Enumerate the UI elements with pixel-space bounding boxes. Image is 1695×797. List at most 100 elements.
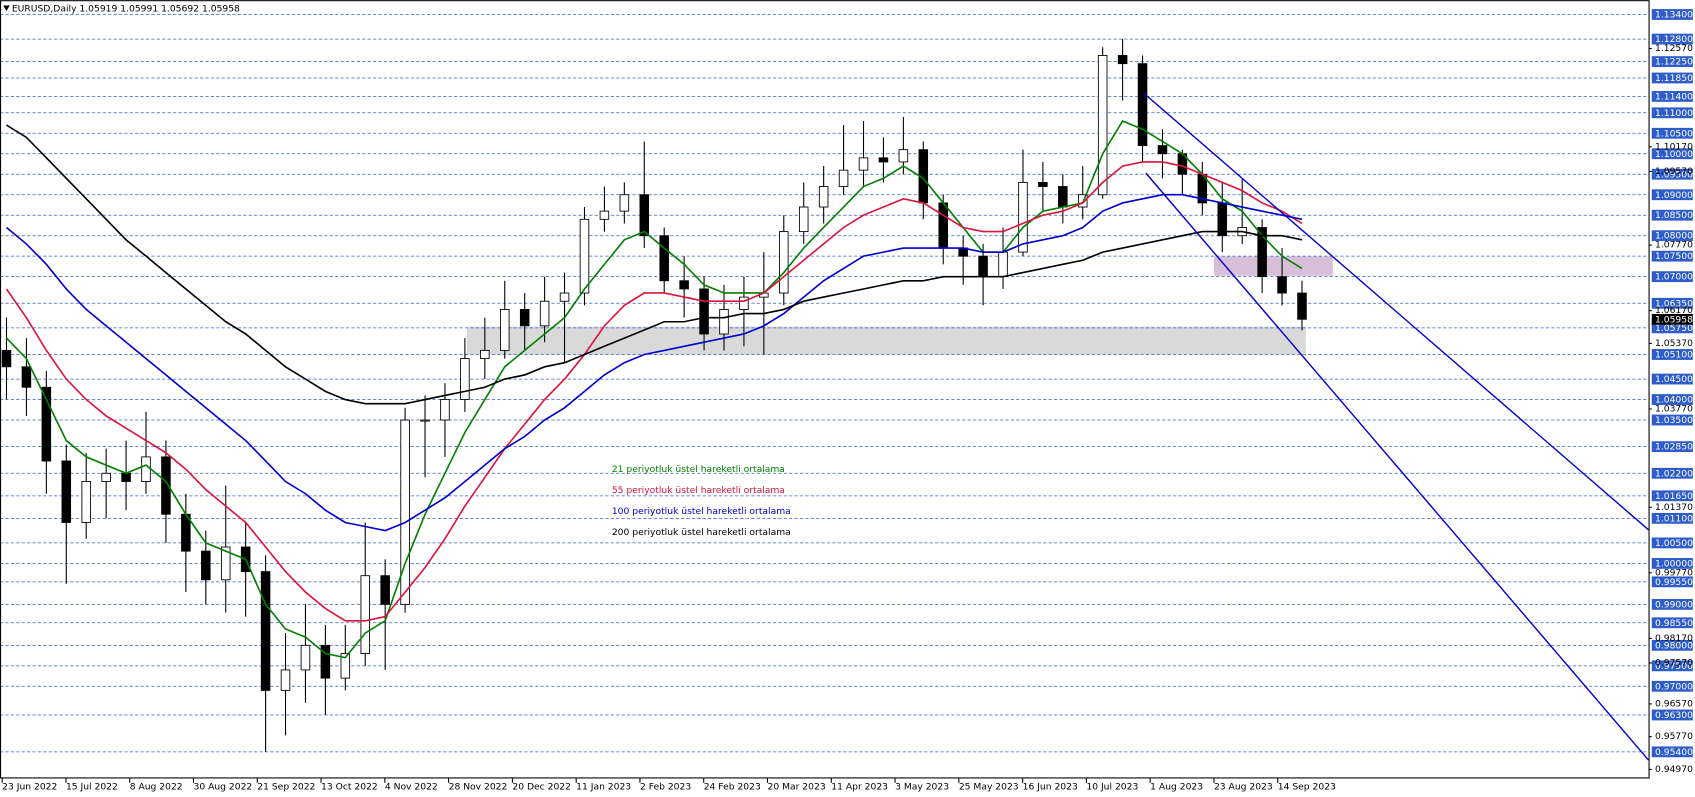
level-label: 1.02850 [1655, 442, 1693, 453]
level-label-box [1651, 271, 1693, 283]
candle-body [141, 456, 151, 482]
level-label-box [1651, 467, 1693, 479]
x-tick-label: 4 Nov 2022 [385, 782, 438, 793]
level-label-box [1651, 127, 1693, 139]
candle-body [500, 308, 510, 351]
candle-body [699, 288, 709, 335]
level-label-box [1651, 349, 1693, 360]
level-label: 0.97000 [1655, 681, 1693, 692]
x-tick-label: 2 Feb 2023 [640, 782, 691, 793]
legend-label: 200 periyotluk üstel hareketli ortalama [612, 527, 791, 538]
candle-body [41, 386, 52, 462]
level-label: 1.00000 [1655, 558, 1693, 569]
level-label-box [1651, 148, 1693, 160]
level-label: 0.95400 [1655, 747, 1693, 758]
x-tick-label: 23 Jun 2022 [2, 782, 57, 793]
support-zone [466, 326, 1306, 355]
level-label: 1.04500 [1655, 374, 1693, 385]
level-label: 1.04000 [1655, 395, 1693, 406]
level-label: 0.98000 [1655, 640, 1693, 651]
level-label-box [1651, 512, 1693, 524]
grid [0, 14, 1649, 753]
level-label-box [1651, 230, 1693, 242]
candle-body [1097, 55, 1108, 196]
level-label-box [1651, 414, 1693, 426]
last-price-box [1651, 313, 1693, 325]
candle-body [420, 419, 430, 422]
level-label-box [1651, 250, 1693, 262]
level-label: 1.10000 [1655, 149, 1693, 160]
level-label-box [1651, 558, 1693, 569]
level-label: 1.11850 [1655, 73, 1693, 84]
level-label-box [1651, 56, 1693, 68]
level-label-box [1651, 91, 1693, 102]
candle-body [460, 358, 470, 400]
x-tick-label: 28 Nov 2022 [449, 782, 508, 793]
candle-body [81, 481, 91, 523]
candle-body [1157, 145, 1168, 155]
candle-body [300, 644, 311, 671]
level-label: 1.01650 [1655, 491, 1693, 502]
level-label: 1.12800 [1655, 34, 1693, 45]
level-label-box [1651, 680, 1693, 692]
level-label: 1.00500 [1655, 538, 1693, 549]
candle-body [998, 251, 1008, 278]
candle-body [1058, 186, 1068, 208]
level-label-box [1651, 322, 1693, 334]
y-tick-label: 1.03770 [1655, 403, 1693, 414]
candle-body [1137, 63, 1148, 147]
level-label: 1.11400 [1655, 91, 1693, 102]
candle-body [739, 296, 749, 310]
y-tick-label: 0.98170 [1655, 633, 1693, 644]
level-label: 0.99000 [1655, 599, 1693, 610]
x-tick-label: 13 Oct 2022 [321, 782, 378, 793]
level-label: 0.99550 [1655, 577, 1693, 588]
level-label-box [1651, 72, 1693, 84]
candle-body [858, 157, 869, 171]
level-label: 1.13400 [1655, 10, 1693, 21]
candle-body [1217, 202, 1228, 237]
candle-body [320, 644, 331, 679]
candle-body [340, 653, 351, 679]
y-tick-label: 1.10170 [1655, 141, 1693, 152]
level-label: 1.02200 [1655, 468, 1693, 479]
legend-label: 100 periyotluk üstel hareketli ortalama [612, 506, 791, 517]
candle-body [539, 300, 550, 327]
level-label-box [1651, 639, 1693, 651]
candle-body [480, 349, 490, 360]
resistance-zone [1213, 256, 1333, 276]
candle-body [599, 210, 610, 220]
x-tick-label: 1 Aug 2023 [1150, 782, 1203, 793]
candle-body [61, 460, 72, 523]
level-label-box [1651, 746, 1693, 758]
candle-body [798, 206, 809, 233]
y-tick-label: 1.09570 [1655, 166, 1693, 177]
legend-label: 21 periyotluk üstel hareketli ortalama [612, 464, 785, 475]
y-tick-label: 0.96570 [1655, 698, 1693, 709]
candle-body [818, 186, 829, 208]
candle-body [838, 169, 849, 187]
candle-body [719, 308, 729, 335]
level-label-box [1651, 33, 1693, 45]
candle-body [400, 419, 410, 605]
y-tick-label: 0.95770 [1655, 731, 1693, 742]
level-label: 1.06350 [1655, 298, 1693, 309]
level-label: 1.01100 [1655, 513, 1693, 524]
x-tick-label: 16 Jun 2023 [1023, 782, 1078, 793]
candle-body [1257, 227, 1267, 278]
candle-body [579, 218, 590, 294]
level-label: 1.09500 [1655, 169, 1693, 180]
x-tick-label: 14 Sep 2023 [1278, 782, 1336, 793]
ema-line [5, 193, 1303, 532]
menu-arrow[interactable] [3, 5, 10, 11]
level-label: 1.08000 [1655, 231, 1693, 242]
level-label-box [1651, 617, 1693, 629]
channel-upper [1143, 92, 1649, 531]
level-label: 1.12250 [1655, 57, 1693, 68]
level-label-box [1651, 660, 1693, 672]
x-tick-label: 24 Feb 2023 [704, 782, 761, 793]
candle-body [878, 157, 889, 163]
y-tick-label: 1.07770 [1655, 240, 1693, 251]
